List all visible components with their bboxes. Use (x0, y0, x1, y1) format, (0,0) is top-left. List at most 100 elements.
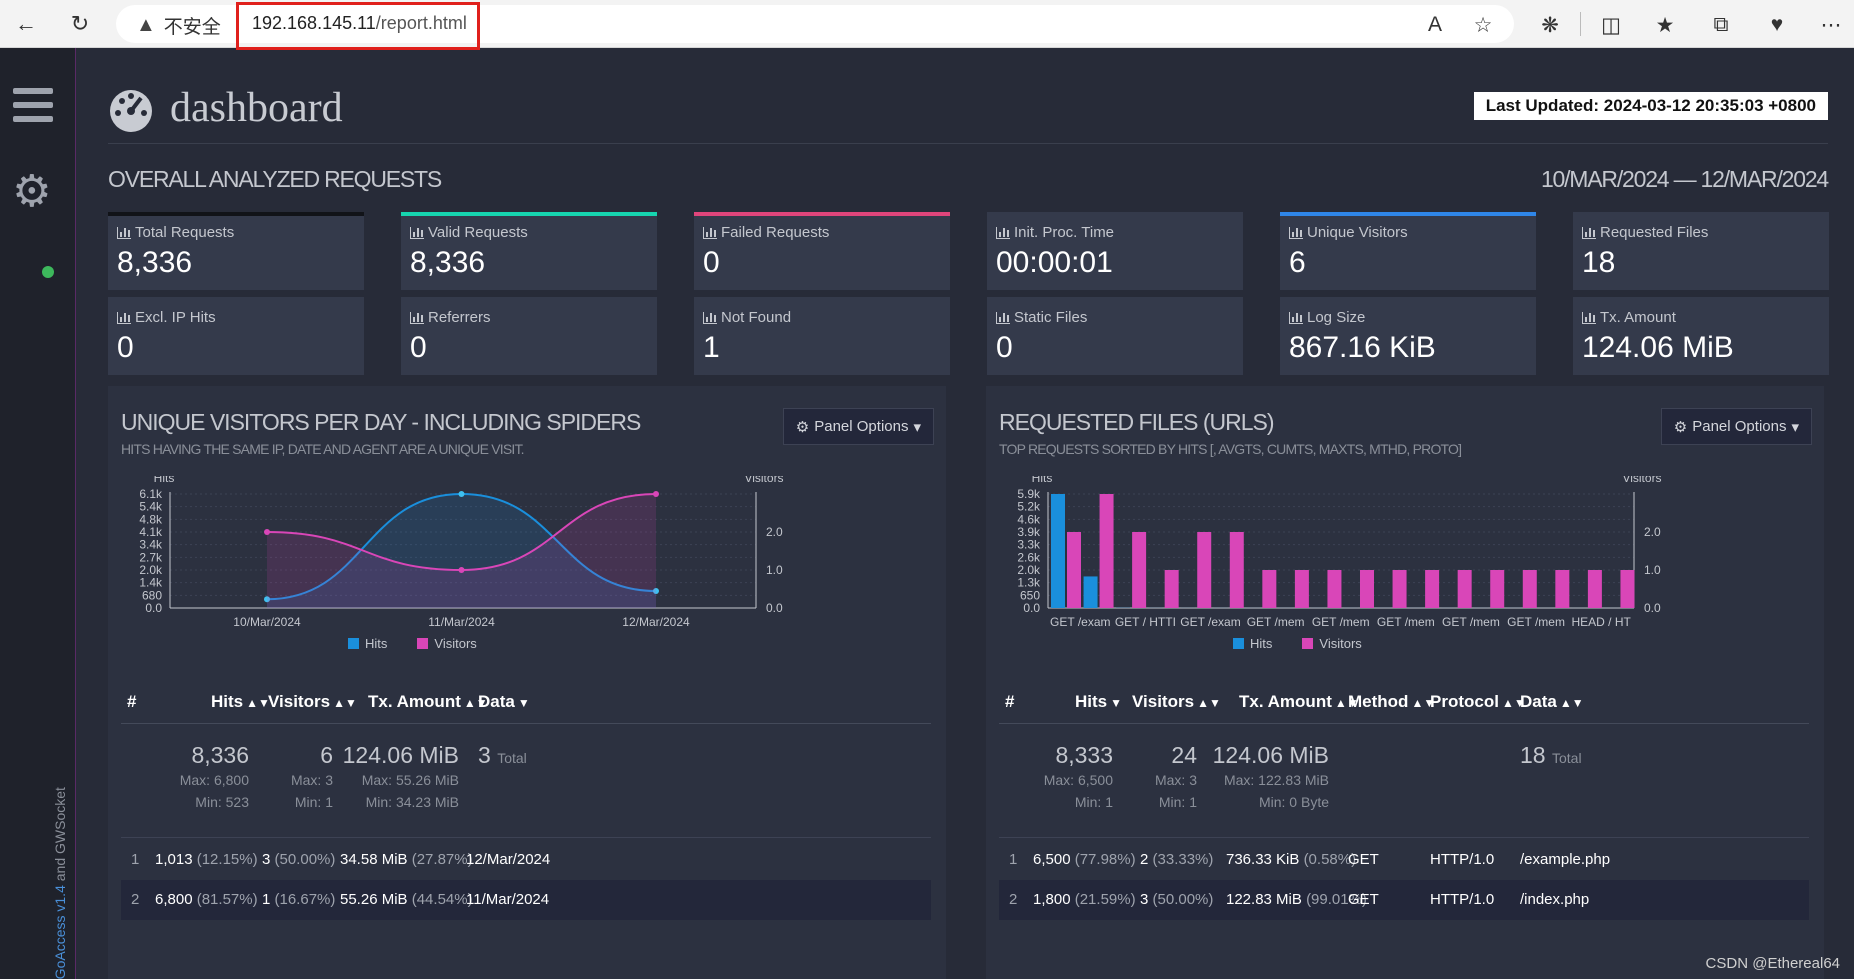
y2-tick-label: 2.0 (766, 525, 783, 539)
bar-visitors (1294, 570, 1309, 608)
read-aloud-icon[interactable]: A (1427, 13, 1442, 36)
data-point (653, 491, 659, 497)
col-hits[interactable]: Hits ▲▼ (211, 692, 270, 711)
y-tick-label: 650 (1020, 588, 1040, 602)
card-label: Log Size (1289, 309, 1365, 326)
left-nav: ⚙ by GoAccess v1.4 and GWSocket (0, 48, 76, 979)
col-visitors[interactable]: Visitors ▲▼ (1132, 692, 1221, 711)
col-tx-amount[interactable]: Tx. Amount ▲▼ (368, 692, 488, 711)
col-num: # (1005, 692, 1015, 711)
sort-icon: ▲▼ (333, 696, 357, 710)
back-icon[interactable]: ← (15, 11, 37, 36)
card-label: Referrers (410, 309, 491, 326)
table-row[interactable]: 2 6,800 (81.57%) 1 (16.67%) 55.26 MiB (4… (121, 880, 931, 920)
panel-title: UNIQUE VISITORS PER DAY - INCLUDING SPID… (121, 409, 641, 435)
refresh-icon[interactable]: ↻ (70, 11, 90, 36)
sort-icon: ▲▼ (1559, 696, 1584, 710)
card-label: Total Requests (117, 224, 234, 241)
panel-options-button[interactable]: ⚙ Panel Options ▾ (1660, 408, 1812, 445)
address-bar[interactable] (116, 5, 1514, 43)
card-value: 00:00:01 (996, 246, 1113, 279)
table-header: # Hits ▲▼ Visitors ▲▼ Tx. Amount ▲▼ Data ▼ (121, 684, 931, 724)
y-tick-label: 1.4k (139, 576, 163, 590)
more-menu-icon[interactable]: ⋯ (1820, 13, 1842, 37)
metric-card: Init. Proc. Time 00:00:01 (987, 212, 1243, 290)
table-row[interactable]: 1 1,013 (12.15%) 3 (50.00%) 34.58 MiB (2… (131, 851, 551, 868)
url-text[interactable]: 192.168.145.11/report.html (252, 13, 467, 33)
card-accent-bar (1280, 297, 1536, 301)
x-tick-label: GET /mem (1377, 615, 1435, 629)
credits: by GoAccess v1.4 and GWSocket (52, 787, 68, 979)
sort-icon: ▲▼ (1197, 696, 1221, 710)
warning-icon: ▲ (136, 14, 156, 36)
card-accent-bar (108, 297, 364, 301)
series-area-hits (267, 494, 656, 608)
col-data[interactable]: Data ▲▼ (1520, 692, 1584, 711)
split-screen-icon[interactable]: ◫ (1601, 13, 1621, 37)
browser-essentials-icon[interactable]: ♥ (1770, 13, 1784, 36)
x-tick-label: GET /mem (1507, 615, 1565, 629)
card-value: 18 (1582, 246, 1616, 279)
sort-desc-icon: ▼ (517, 696, 530, 710)
legend-hits[interactable]: Hits (348, 636, 387, 651)
x-tick-label: GET /exam (1180, 615, 1240, 629)
favorites-icon[interactable]: ★ (1655, 13, 1675, 37)
overall-section-title: OVERALL ANALYZED REQUESTS (108, 166, 442, 192)
bar-visitors (1522, 570, 1537, 608)
bar-visitors (1587, 570, 1602, 608)
col-hits[interactable]: Hits ▼ (1075, 692, 1123, 711)
data-point (264, 596, 270, 603)
bar-chart-icon (1582, 311, 1596, 324)
table-row[interactable]: 2 1,800 (21.59%) 3 (50.00%) 122.83 MiB (… (999, 880, 1809, 920)
col-tx-amount[interactable]: Tx. Amount ▲▼ (1239, 692, 1359, 711)
table-summary: 8,336 Max: 6,800 Min: 523 6 Max: 3 Min: … (121, 726, 931, 838)
x-tick-label: 12/Mar/2024 (622, 615, 690, 629)
col-data[interactable]: Data ▼ (478, 692, 530, 711)
hamburger-menu-icon[interactable] (13, 88, 53, 122)
bar-chart-icon (1289, 311, 1303, 324)
metric-card: Referrers 0 (401, 297, 657, 375)
legend-visitors[interactable]: Visitors (417, 636, 477, 651)
y-tick-label: 3.4k (139, 538, 163, 552)
websocket-status-dot (42, 266, 54, 278)
col-protocol[interactable]: Protocol ▲▼ (1430, 692, 1526, 711)
favorite-star-icon[interactable]: ☆ (1473, 13, 1493, 37)
y-tick-label: 5.4k (139, 500, 163, 514)
table-row[interactable]: 1 6,500 (77.98%) 2 (33.33%) 736.33 KiB (… (1009, 851, 1611, 868)
y-tick-label: 2.7k (139, 550, 163, 564)
card-label: Excl. IP Hits (117, 309, 216, 326)
bar-visitors (1067, 532, 1081, 608)
panel-title: REQUESTED FILES (URLS) (999, 409, 1274, 435)
y-tick-label: 680 (142, 588, 162, 602)
card-accent-bar (1573, 297, 1829, 301)
legend-hits[interactable]: Hits (1233, 636, 1272, 651)
bar-visitors (1360, 570, 1374, 608)
x-tick-label: GET /mem (1312, 615, 1370, 629)
gear-icon: ⚙ (1673, 418, 1688, 436)
col-visitors[interactable]: Visitors ▲▼ (268, 692, 357, 711)
y-tick-label: 2.0k (1017, 563, 1041, 577)
bar-visitors (1229, 532, 1244, 608)
settings-gear-icon[interactable]: ⚙ (12, 167, 52, 216)
card-accent-bar (108, 212, 364, 216)
bar-chart-icon (117, 311, 131, 324)
bar-visitors (1327, 570, 1342, 608)
date-range: 10/MAR/2024 — 12/MAR/2024 (1540, 166, 1829, 192)
goaccess-link[interactable]: GoAccess v1.4 (52, 885, 68, 979)
panel-options-button[interactable]: ⚙ Panel Options ▾ (782, 408, 934, 445)
card-value: 0 (410, 331, 427, 364)
bar-chart-icon (410, 311, 424, 324)
metric-card: Log Size 867.16 KiB (1280, 297, 1536, 375)
collections-icon[interactable]: ⧉ (1713, 13, 1729, 36)
sort-icon: ▲▼ (463, 696, 488, 710)
bar-chart-icon (996, 226, 1010, 239)
col-method[interactable]: Method ▲▼ (1348, 692, 1436, 711)
card-value: 867.16 KiB (1289, 331, 1436, 364)
card-value: 8,336 (117, 246, 193, 279)
card-label: Static Files (996, 309, 1087, 326)
y-tick-label: 6.1k (139, 487, 163, 501)
card-accent-bar (694, 212, 950, 216)
extensions-icon[interactable]: ❋ (1541, 13, 1559, 37)
legend-visitors[interactable]: Visitors (1302, 636, 1362, 651)
security-indicator[interactable]: ▲ 不安全 (136, 14, 221, 38)
